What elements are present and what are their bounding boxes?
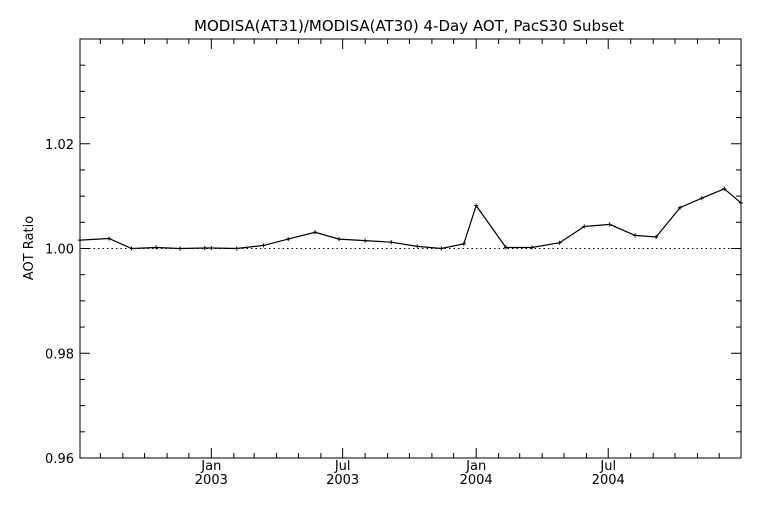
series-points [78,186,743,251]
data-point [154,245,159,250]
data-point [699,196,704,201]
data-point [363,238,368,243]
data-point [313,230,318,235]
data-point [234,246,239,251]
x-tick-label-year: 2004 [460,473,493,488]
data-point [286,237,291,242]
data-point [678,205,683,210]
y-tick-label: 0.96 [45,452,74,467]
data-point [739,200,743,205]
data-point [202,245,207,250]
minor-ticks [80,39,741,458]
y-axis-ticks: 0.96 0.98 1.00 1.02 [45,138,741,467]
x-tick-label-month: Jul [334,459,351,474]
y-axis-label: AOT Ratio [22,216,37,280]
data-point [209,245,214,250]
data-point [107,236,112,241]
data-point [78,238,82,243]
data-point [530,245,535,250]
data-point [633,233,638,238]
x-tick-label-month: Jan [200,459,221,474]
data-point [474,203,479,208]
x-tick-label-year: 2003 [195,473,228,488]
data-point [461,241,466,246]
data-point [415,244,420,249]
y-tick-label: 0.98 [45,347,74,362]
chart-title: MODISA(AT31)/MODISA(AT30) 4-Day AOT, Pac… [194,17,624,35]
data-point [389,240,394,245]
data-point [439,246,444,251]
data-point [503,245,508,250]
series-line [79,188,742,250]
data-point [261,243,266,248]
data-point [607,222,612,227]
data-point [557,240,562,245]
x-tick-label-month: Jul [599,459,616,474]
data-point [129,246,134,251]
x-tick-label-month: Jan [465,459,486,474]
data-point [337,237,342,242]
y-tick-label: 1.02 [45,138,74,153]
x-tick-label-year: 2004 [592,473,625,488]
x-tick-label-year: 2003 [326,473,359,488]
data-point [582,224,587,229]
y-tick-label: 1.00 [45,243,74,258]
data-point [178,246,183,251]
data-point [654,234,659,239]
data-point [722,186,727,191]
